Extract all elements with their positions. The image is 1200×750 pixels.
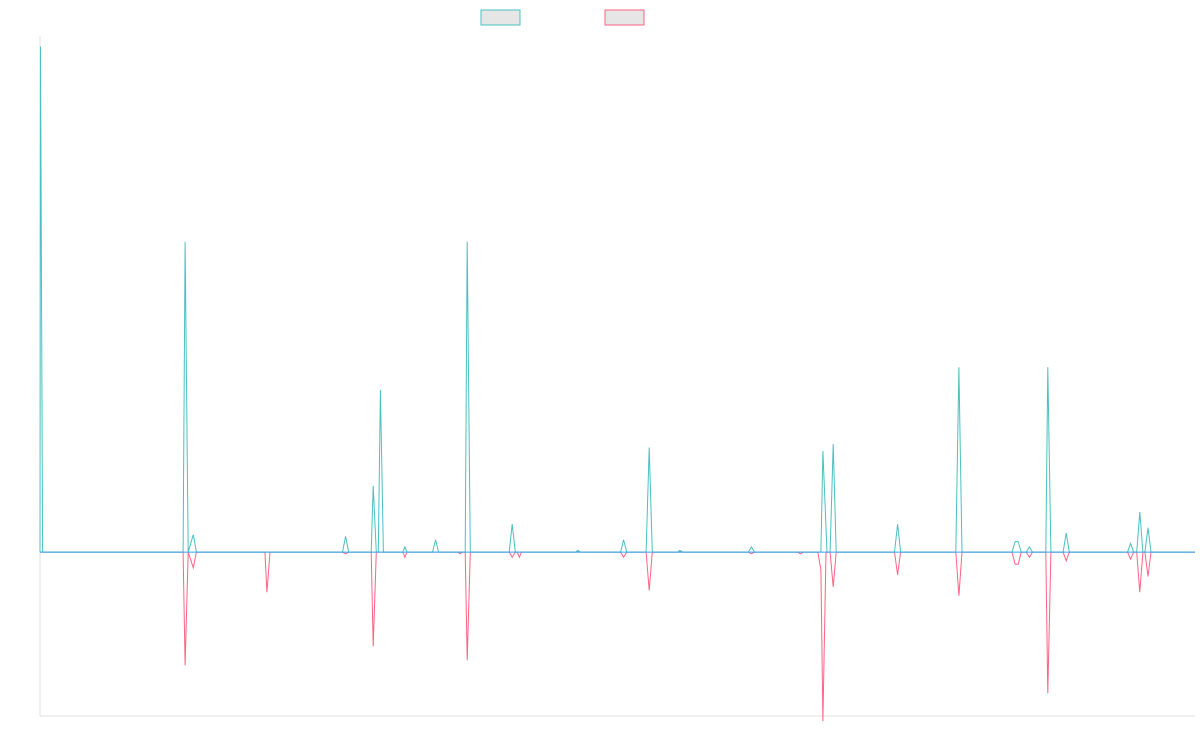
series-line-a[interactable] xyxy=(39,46,1195,553)
plot-area xyxy=(39,46,1195,722)
chart-legend xyxy=(480,9,645,26)
legend-swatch-series-a[interactable] xyxy=(480,9,521,26)
series-line-b[interactable] xyxy=(40,551,1195,722)
legend-swatch-series-b[interactable] xyxy=(604,9,645,26)
chart-axes xyxy=(39,36,1195,717)
